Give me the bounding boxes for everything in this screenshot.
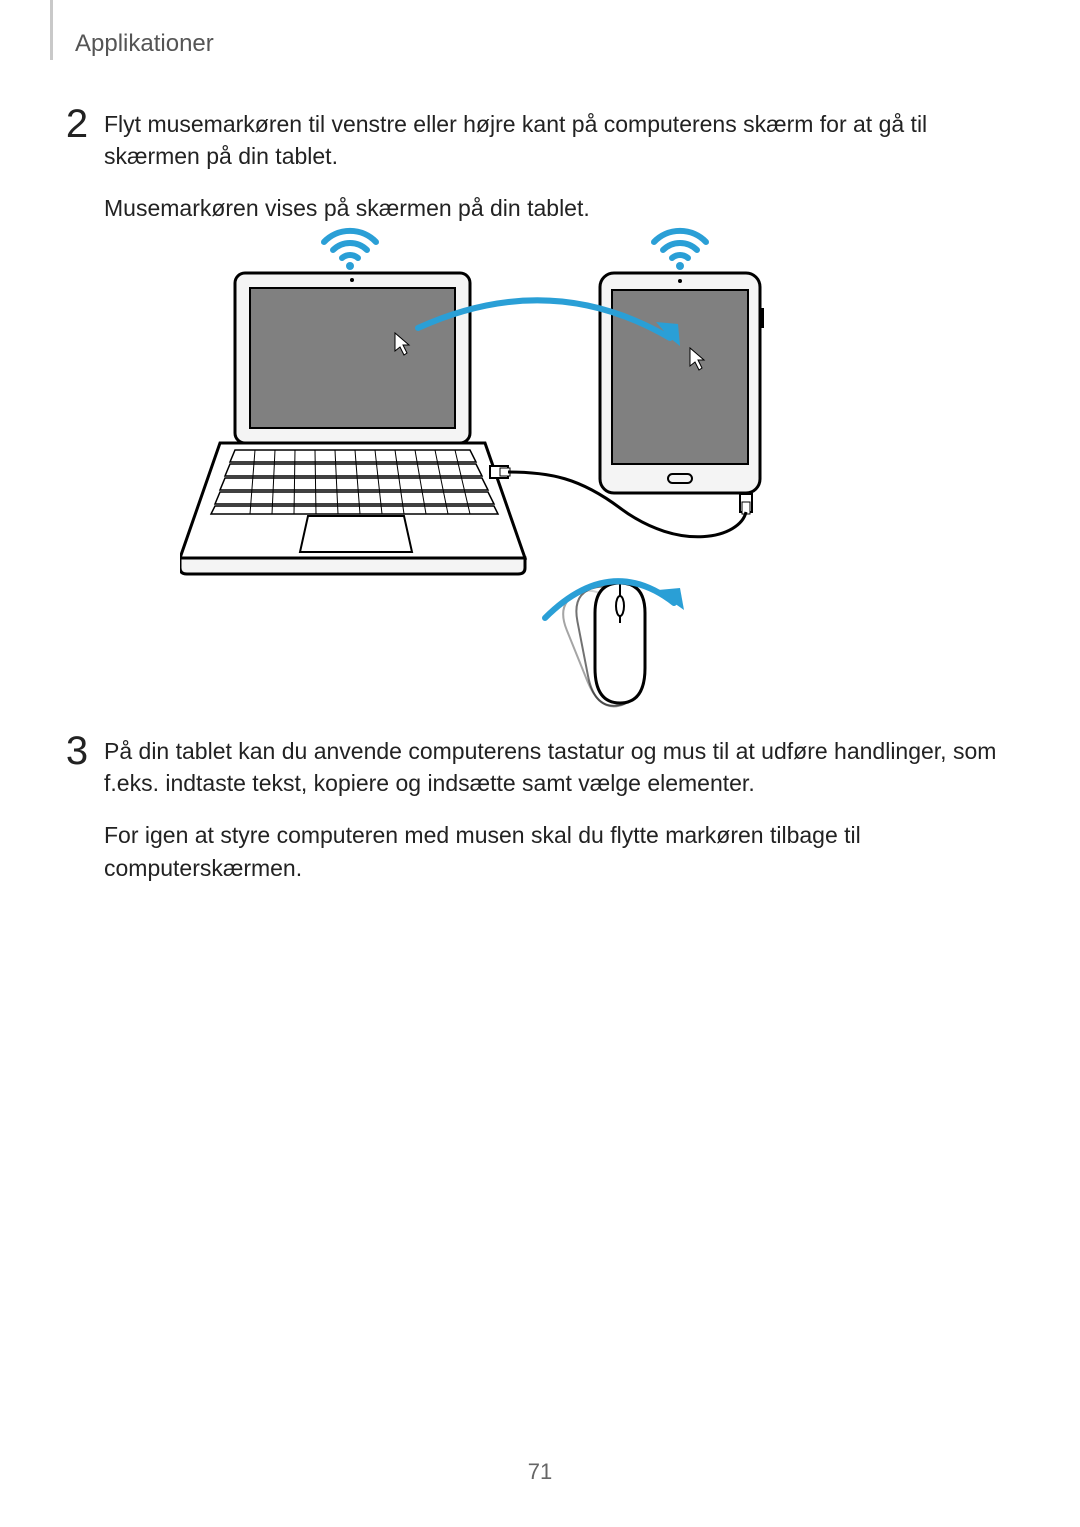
laptop-illustration bbox=[180, 273, 525, 574]
wifi-icon bbox=[654, 231, 706, 270]
page: Applikationer 2 Flyt musemarkøren til ve… bbox=[0, 0, 1080, 1527]
step-3-paragraph-2: For igen at styre computeren med musen s… bbox=[104, 819, 1020, 883]
step-2-paragraph-1: Flyt musemarkøren til venstre eller højr… bbox=[104, 108, 1020, 172]
usb-plug-icon bbox=[490, 466, 510, 478]
wifi-icon bbox=[324, 231, 376, 270]
step-3-body: På din tablet kan du anvende computerens… bbox=[104, 735, 1020, 884]
header-title: Applikationer bbox=[75, 30, 214, 58]
header-rule bbox=[50, 0, 53, 60]
tablet-illustration bbox=[600, 273, 764, 493]
step-2-body: Flyt musemarkøren til venstre eller højr… bbox=[104, 108, 1020, 225]
step-2-number: 2 bbox=[60, 102, 94, 147]
step-3-number: 3 bbox=[60, 729, 94, 774]
illustration bbox=[180, 218, 880, 718]
step-3-paragraph-1: På din tablet kan du anvende computerens… bbox=[104, 735, 1020, 799]
usb-plug-icon bbox=[740, 494, 752, 514]
page-number: 71 bbox=[0, 1459, 1080, 1485]
step-3: 3 På din tablet kan du anvende computere… bbox=[60, 735, 1020, 904]
mouse-illustration bbox=[545, 581, 684, 713]
